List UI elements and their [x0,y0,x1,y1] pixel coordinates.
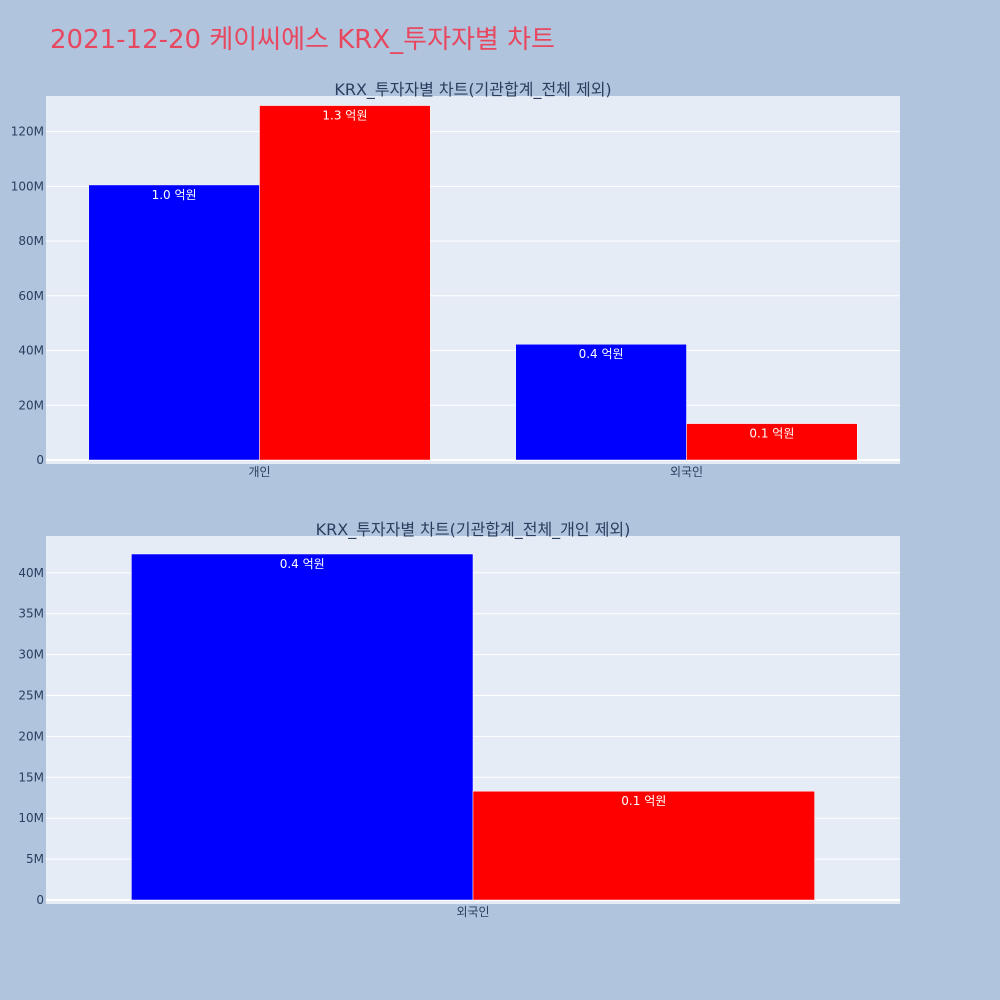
y-tick-label: 40M [18,344,44,358]
y-tick-label: 100M [11,179,44,193]
y-tick-label: 120M [11,125,44,139]
y-tick-label: 35M [18,607,44,621]
y-tick-label: 80M [18,234,44,248]
x-tick-label: 개인 [248,465,270,479]
chart-subtitle-2: KRX_투자자별 차트(기관합계_전체_개인 제외) [316,520,631,540]
y-tick-label: 0 [36,893,44,907]
page-title: 2021-12-20 케이씨에스 KRX_투자자별 차트 [50,25,555,55]
chart-subtitle-1: KRX_투자자별 차트(기관합계_전체 제외) [334,80,611,100]
y-tick-label: 15M [18,770,44,784]
y-tick-label: 5M [26,852,44,866]
y-tick-label: 40M [18,566,44,580]
y-tick-label: 0 [36,453,44,467]
y-tick-label: 20M [18,729,44,743]
bar-blue-2 [515,343,687,461]
bar-red-2 [686,423,858,461]
y-tick-label: 10M [18,811,44,825]
y-tick-label: 20M [18,398,44,412]
bar-data-label: 0.4 억원 [280,557,325,571]
bar-red-1 [472,790,815,901]
bar-red-1 [259,105,431,461]
bar-blue-1 [88,184,260,461]
bar-data-label: 1.3 억원 [322,109,367,123]
x-tick-label: 외국인 [670,465,703,479]
bar-data-label: 0.4 억원 [579,347,624,361]
y-tick-label: 25M [18,689,44,703]
x-tick-label: 외국인 [456,905,489,919]
y-tick-label: 60M [18,289,44,303]
bar-blue-1 [131,553,474,901]
y-tick-label: 30M [18,648,44,662]
bar-data-label: 1.0 억원 [152,188,197,202]
bar-data-label: 0.1 억원 [621,794,666,808]
bar-data-label: 0.1 억원 [749,427,794,441]
